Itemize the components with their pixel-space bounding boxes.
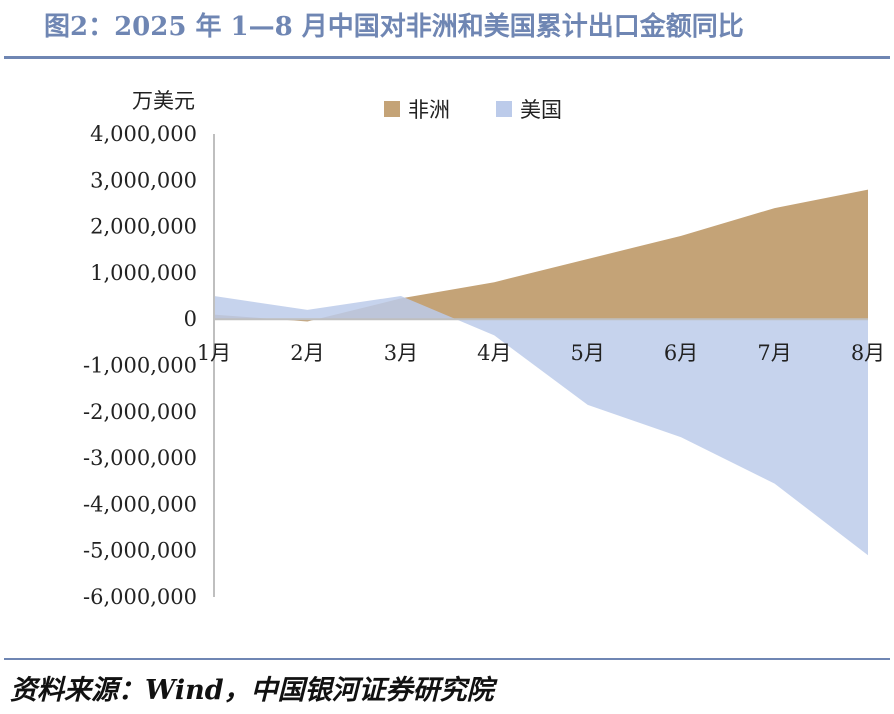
source-note: 资料来源：Wind，中国银河证券研究院 [10,675,494,706]
y-tick-label: 4,000,000 [90,122,197,146]
area-series-0 [214,189,868,322]
y-unit-label: 万美元 [132,89,195,113]
y-tick-label: -4,000,000 [83,492,197,516]
x-tick-label: 5月 [571,341,605,365]
legend: 非洲 美国 [384,98,562,122]
y-tick-label: 1,000,000 [90,261,197,285]
y-tick-label: -3,000,000 [83,446,197,470]
y-tick-label: -6,000,000 [83,585,197,609]
area-series-1 [214,296,868,556]
y-tick-label: -5,000,000 [83,539,197,563]
x-tick-labels: 1月 2月 3月 4月 5月 6月 7月 8月 [197,341,885,365]
y-tick-labels: 4,000,000 3,000,000 2,000,000 1,000,000 0 -1,… [83,122,197,609]
legend-swatch [384,101,400,117]
y-tick-label: 0 [184,307,197,331]
x-tick-label: 1月 [197,341,231,365]
legend-label: 非洲 [408,98,450,122]
source-divider [4,658,890,660]
x-tick-label: 2月 [290,341,324,365]
chart-areas [214,189,868,556]
x-tick-label: 3月 [384,341,418,365]
title-divider [4,56,890,59]
legend-label: 美国 [520,98,562,122]
chart-title: 图2：2025 年 1—8 月中国对非洲和美国累计出口金额同比 [44,12,744,42]
y-tick-label: 3,000,000 [90,168,197,192]
area-chart: 4,000,000 3,000,000 2,000,000 1,000,000 0 -1,… [83,89,885,609]
x-tick-label: 4月 [477,341,511,365]
x-tick-label: 6月 [664,341,698,365]
x-tick-label: 7月 [757,341,791,365]
legend-swatch [496,101,512,117]
y-tick-label: -2,000,000 [83,400,197,424]
y-tick-label: -1,000,000 [83,354,197,378]
y-tick-label: 2,000,000 [90,215,197,239]
x-tick-label: 8月 [851,341,885,365]
